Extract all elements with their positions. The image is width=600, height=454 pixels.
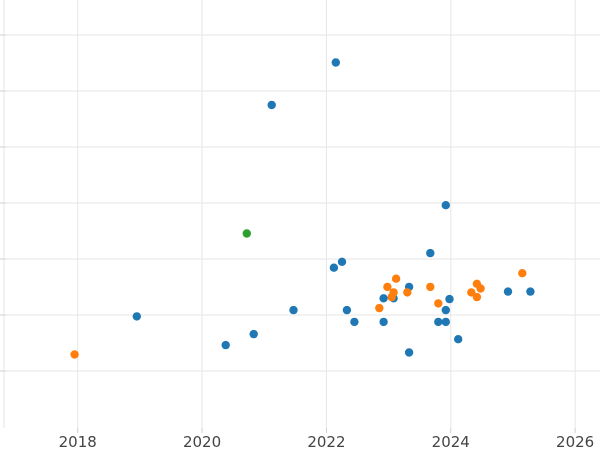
scatter-point [132,312,141,321]
scatter-point [289,305,298,315]
scatter-point [267,100,276,110]
scatter-point [249,329,258,339]
scatter-point [426,248,435,258]
scatter-point [329,263,339,272]
scatter-point [445,294,454,304]
x-tick-label: 2018 [59,433,97,450]
scatter-point [404,348,414,357]
scatter-point [350,317,359,327]
scatter-point [383,282,392,292]
scatter-point [503,287,513,296]
scatter-point [221,340,230,350]
scatter-point [467,288,476,297]
scatter-point [387,292,396,302]
x-tick-label: 2026 [556,433,594,450]
scatter-point [379,294,388,303]
grid-layer [0,0,600,428]
scatter-point [70,350,79,359]
scatter-point [441,317,450,327]
scatter-point [454,335,463,344]
scatter-point [331,58,340,67]
scatter-point [441,201,450,210]
scatter-point [518,269,527,278]
scatter-point [379,317,388,327]
x-tick-label: 2024 [432,433,470,450]
scatter-point [242,229,251,238]
data-points [70,58,535,359]
x-tick-label: 2020 [183,433,221,450]
scatter-point [375,303,384,313]
scatter-point [434,299,443,308]
scatter-point [441,305,450,315]
scatter-point [337,257,347,266]
x-axis-ticks: 2018 2020 2022 2024 2026 [59,428,594,451]
scatter-point [476,284,485,293]
scatter-point [472,292,482,302]
scatter-point [342,305,352,315]
scatter-point [434,317,443,327]
scatter-point [391,274,401,283]
scatter-point [526,287,535,296]
x-tick-label: 2022 [307,433,345,450]
scatter-point [426,282,435,292]
scatter-point [403,288,412,297]
